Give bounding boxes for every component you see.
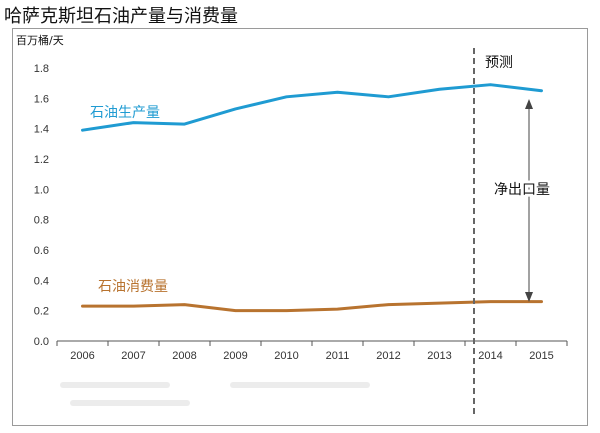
chart-frame [12, 28, 588, 426]
y-tick-label: 1.4 [34, 124, 49, 136]
y-tick-label: 0.2 [34, 306, 49, 318]
x-tick-label: 2006 [70, 350, 94, 362]
blurred-footnote [230, 382, 370, 388]
y-tick-label: 1.8 [34, 63, 49, 75]
x-tick-label: 2011 [326, 350, 350, 362]
y-tick-label: 0.0 [34, 336, 49, 348]
series-label-production: 石油生产量 [90, 105, 160, 121]
y-axis: 0.0 0.2 0.4 0.6 0.8 1.0 1.2 1.4 1.6 1.8 [34, 63, 49, 348]
y-unit-label: 百万桶/天 [16, 34, 64, 47]
x-tick-label: 2007 [121, 350, 145, 362]
y-tick-label: 1.6 [34, 93, 49, 105]
blurred-footnote [70, 400, 190, 406]
series-lines [81, 83, 543, 313]
y-tick-label: 1.2 [34, 154, 49, 166]
x-tick-label: 2014 [478, 350, 502, 362]
net-export-label: 净出口量 [494, 182, 550, 198]
x-tick-label: 2008 [172, 350, 196, 362]
x-tick-label: 2013 [427, 350, 451, 362]
x-tick-label: 2015 [529, 350, 553, 362]
series-label-consumption: 石油消费量 [98, 279, 168, 295]
series-line-consumption [81, 300, 543, 313]
y-tick-label: 0.8 [34, 215, 49, 227]
y-tick-label: 0.4 [34, 275, 49, 287]
y-tick-label: 0.6 [34, 245, 49, 257]
net-export-arrow [525, 99, 533, 302]
x-axis: 2006 2007 2008 2009 2010 2011 2012 2013 2014 2015 [56, 340, 568, 362]
x-tick-label: 2009 [223, 350, 247, 362]
series-line-production [81, 83, 543, 132]
forecast-label: 预测 [485, 55, 513, 71]
x-tick-label: 2012 [376, 350, 400, 362]
blurred-footnote [60, 382, 170, 388]
x-tick-label: 2010 [274, 350, 298, 362]
y-tick-label: 1.0 [34, 184, 49, 196]
chart-title: 哈萨克斯坦石油产量与消费量 [4, 6, 238, 27]
